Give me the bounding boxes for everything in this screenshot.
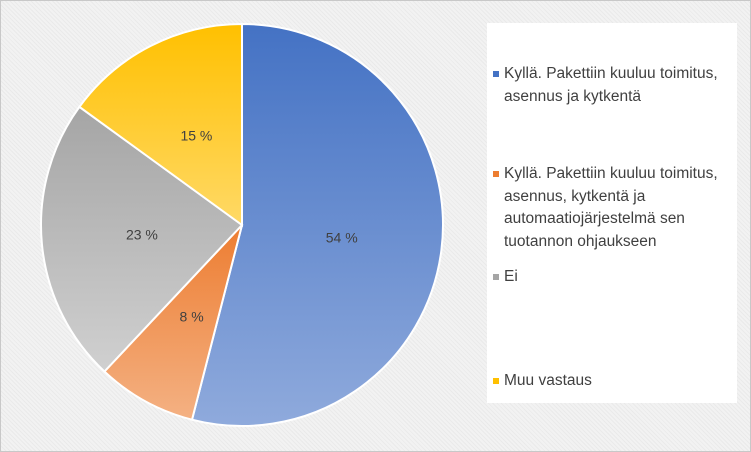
legend-label: Ei — [504, 268, 518, 285]
slice-value-label: 15 % — [180, 128, 212, 144]
slice-value-label: 23 % — [126, 227, 158, 243]
legend-item-kylla-automaatio: Kyllä. Pakettiin kuuluu toimitus, asennu… — [493, 163, 733, 253]
legend-label: Kyllä. Pakettiin kuuluu toimitus, asennu… — [504, 65, 718, 105]
legend-swatch — [493, 274, 499, 280]
pie-slice — [190, 22, 444, 427]
legend-item-muu-vastaus: Muu vastaus — [493, 370, 733, 393]
legend-swatch — [493, 171, 499, 177]
slice-value-label: 8 % — [180, 309, 204, 325]
legend-item-ei: Ei — [493, 266, 733, 289]
legend-swatch — [493, 378, 499, 384]
legend-label: Muu vastaus — [504, 372, 592, 389]
legend-item-kylla-perus: Kyllä. Pakettiin kuuluu toimitus, asennu… — [493, 63, 733, 108]
pie-slice — [40, 105, 244, 373]
legend-swatch — [493, 71, 499, 77]
slice-value-label: 54 % — [326, 230, 358, 246]
legend-label: Kyllä. Pakettiin kuuluu toimitus, asennu… — [504, 165, 718, 250]
pie-slice — [77, 22, 243, 227]
pie-chart: 54 % 8 % 23 % 15 % — [40, 22, 444, 427]
pie-slice — [102, 224, 243, 421]
legend: Kyllä. Pakettiin kuuluu toimitus, asennu… — [487, 23, 737, 403]
